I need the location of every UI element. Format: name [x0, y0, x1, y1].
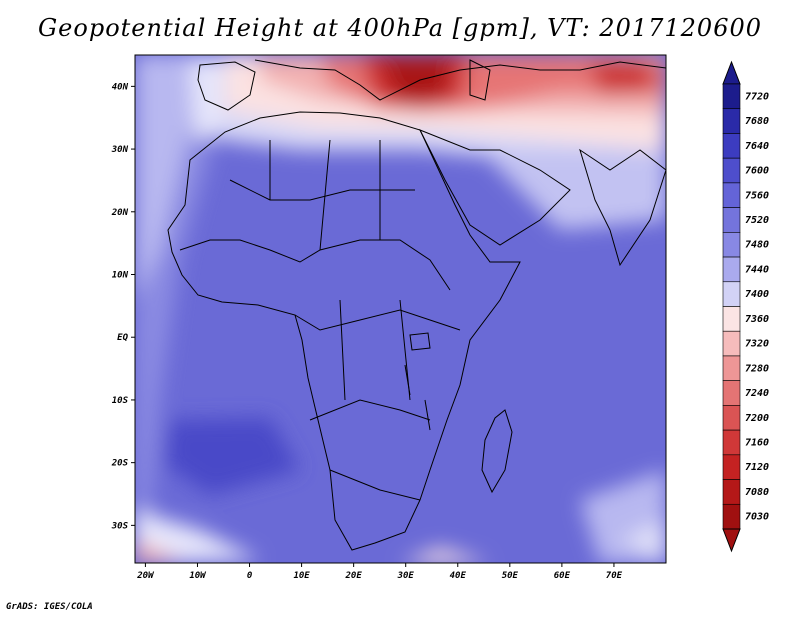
india-coastline	[579, 148, 666, 267]
lon-tick-label: 40E	[450, 571, 467, 581]
lat-tick-label: 30N	[111, 145, 129, 155]
colorbar-top-arrow	[722, 60, 741, 85]
colorbar-swatch	[722, 108, 741, 134]
country-borders	[179, 139, 461, 501]
colorbar-level-label: 7560	[745, 190, 769, 201]
colorbar-swatch	[722, 330, 741, 357]
lat-tick-label: 10S	[112, 396, 129, 406]
madagascar-coastline	[481, 409, 513, 494]
colorbar-swatch	[722, 479, 741, 505]
lon-tick-label: 0	[247, 571, 253, 581]
colorbar-level-label: 7520	[745, 215, 769, 226]
lake-malawi	[424, 399, 431, 431]
colorbar-level-label: 7480	[745, 240, 769, 251]
lon-tick-label: 10W	[189, 571, 207, 581]
colorbar-level-label: 7360	[745, 314, 769, 325]
colorbar-swatch	[722, 83, 741, 110]
colorbar-swatch	[722, 232, 741, 258]
europe-coastline	[254, 59, 666, 101]
arabia-coastline	[418, 129, 571, 246]
colorbar-swatch	[722, 133, 741, 159]
colorbar-level-label: 7400	[745, 289, 769, 300]
colorbar-swatch	[722, 454, 741, 480]
lon-tick-label: 20W	[136, 571, 155, 581]
colorbar-level-label: 7680	[745, 116, 769, 127]
colorbar-swatch	[722, 503, 741, 530]
lon-tick-label: 10E	[293, 571, 310, 581]
colorbar-level-label: 7080	[745, 487, 769, 498]
lon-tick-label: 50E	[502, 571, 519, 581]
lat-tick-label: 30S	[111, 521, 129, 531]
caspian-sea	[469, 59, 491, 101]
colorbar-level-label: 7440	[745, 264, 769, 275]
latitude-axis: 40N 30N 20N 10N EQ 10S 20S 30S	[111, 82, 135, 531]
coastlines-and-borders	[167, 59, 666, 551]
lon-tick-label: 30E	[397, 571, 415, 581]
colorbar-swatch	[722, 429, 741, 456]
colorbar-level-label: 7120	[745, 462, 769, 473]
colorbar-swatch	[722, 405, 741, 431]
colorbar-level-label: 7030	[745, 512, 769, 523]
lat-tick-label: 40N	[112, 82, 129, 92]
colorbar-swatch	[722, 157, 741, 184]
colorbar-level-label: 7720	[745, 91, 769, 102]
colorbar-swatch	[722, 355, 741, 381]
lon-tick-label: 60E	[554, 571, 571, 581]
colorbar-level-label: 7200	[745, 413, 769, 424]
colorbar-level-label: 7280	[745, 363, 769, 374]
iberia-coastline	[197, 61, 256, 111]
height-field-shading	[135, 55, 666, 563]
colorbar-swatch	[722, 207, 741, 233]
africa-coastline	[167, 111, 521, 551]
lat-tick-label: 20S	[111, 459, 129, 469]
lon-tick-label: 20E	[345, 571, 363, 581]
colorbar-level-label: 7600	[745, 166, 769, 177]
colorbar-swatch	[722, 182, 741, 208]
colorbar-swatch	[722, 306, 741, 332]
colorbar-swatch	[722, 380, 741, 406]
colorbar-level-label: 7240	[745, 388, 769, 399]
colorbar-level-label: 7320	[745, 339, 769, 350]
lake-victoria	[409, 332, 431, 351]
colorbar-level-label: 7160	[745, 437, 769, 448]
lat-tick-label: EQ	[117, 333, 128, 343]
colorbar: 7720 7680 7640 7600 7560 7520 7480 7440 7400 7360…	[722, 60, 769, 553]
lat-tick-label: 10N	[112, 271, 129, 281]
grads-credit: GrADS: IGES/COLA	[6, 602, 93, 612]
colorbar-bottom-arrow	[722, 528, 741, 553]
map-frame	[134, 54, 667, 564]
colorbar-level-label: 7640	[745, 141, 769, 152]
longitude-axis: 20W 10W 0 10E 20E 30E 40E 50E 60E 70E	[136, 563, 623, 581]
map-title: Geopotential Height at 400hPa [gpm], VT:…	[38, 14, 762, 42]
lon-tick-label: 70E	[606, 571, 623, 581]
colorbar-swatch	[722, 256, 741, 283]
lat-tick-label: 20N	[111, 208, 129, 218]
colorbar-swatch	[722, 281, 741, 307]
lake-tanganyika	[404, 364, 411, 396]
map-panel	[135, 55, 666, 563]
